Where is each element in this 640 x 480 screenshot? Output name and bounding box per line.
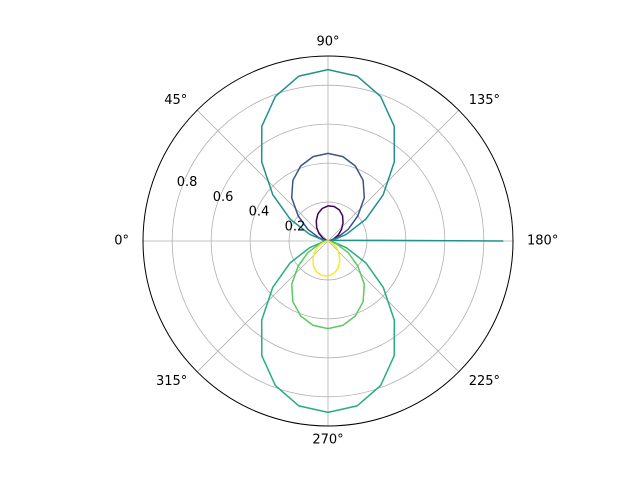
series-line-3 bbox=[260, 68, 504, 242]
theta-gridline-7 bbox=[196, 240, 329, 373]
series-layer bbox=[260, 68, 504, 414]
r-tick-label-2: 0.6 bbox=[213, 190, 234, 205]
theta-gridline-1 bbox=[196, 109, 329, 242]
r-tick-label-3: 0.8 bbox=[177, 175, 198, 190]
r-tick-label-0: 0.2 bbox=[285, 220, 306, 235]
tick-labels: 0° 45° 90° 135° 180° 225° 270° 315° 0.2 0.4 0.6 0.8 bbox=[114, 35, 558, 448]
theta-tick-label-4: 180° bbox=[527, 234, 558, 249]
theta-gridline-5 bbox=[327, 240, 460, 373]
series-line-6 bbox=[312, 240, 341, 277]
polar-frame bbox=[142, 55, 514, 427]
theta-tick-label-2: 90° bbox=[316, 35, 339, 50]
theta-tick-label-7: 315° bbox=[156, 374, 187, 389]
theta-tick-label-6: 270° bbox=[312, 433, 343, 448]
theta-tick-label-3: 135° bbox=[469, 93, 500, 108]
theta-tick-label-1: 45° bbox=[164, 93, 187, 108]
series-line-2 bbox=[290, 152, 366, 242]
r-tick-label-1: 0.4 bbox=[249, 205, 270, 220]
series-line-4 bbox=[260, 240, 396, 414]
theta-tick-label-5: 225° bbox=[469, 374, 500, 389]
series-line-5 bbox=[290, 240, 366, 330]
theta-gridline-3 bbox=[327, 109, 460, 242]
theta-tick-label-0: 0° bbox=[114, 234, 129, 249]
series-line-1 bbox=[315, 205, 344, 242]
